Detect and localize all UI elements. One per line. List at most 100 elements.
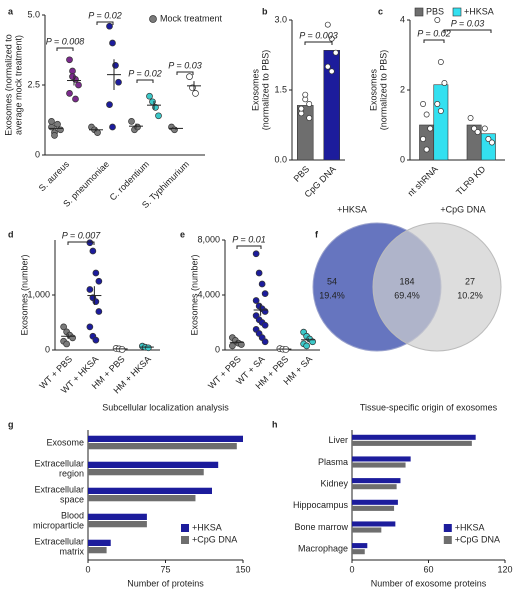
y-tick-label: 4,000 [197,289,220,299]
y-tick-label: 0 [400,154,405,164]
y-tick-label: 0.0 [274,154,287,164]
data-point [57,126,64,134]
data-point [261,290,269,297]
p-value: P = 0.008 [46,36,84,46]
bar [88,461,219,468]
x-tick-label: 150 [235,564,250,574]
y-tick-label: 3.0 [274,14,287,24]
y-tick-label: space [60,494,84,504]
p-value: P = 0.01 [232,234,265,244]
y-tick-label: 1,000 [27,289,50,299]
y-tick-label: Macrophage [298,544,348,554]
legend-swatch [443,524,452,532]
data-point [427,125,434,132]
p-value: P = 0.003 [299,30,337,40]
data-point [324,63,331,70]
legend-swatch [181,536,189,544]
y-tick-label: microparticle [33,520,84,530]
x-axis-label: Number of proteins [127,578,204,588]
y-tick-label: Extracellular [34,458,84,468]
significance-bracket [423,39,445,43]
panel-label: a [8,6,14,16]
y-tick-label: Extracellular [34,484,84,494]
bar [352,434,476,440]
bar [352,484,397,490]
region-count: 27 [465,276,475,286]
significance-bracket [443,29,492,33]
y-tick-label: Extracellular [34,536,84,546]
y-axis-label: Exosomes [368,68,378,111]
data-point [192,90,199,97]
bar [433,84,449,161]
data-point [115,78,122,86]
y-axis-label: (normalized to PBS) [378,50,388,131]
p-value: P = 0.02 [417,28,450,38]
y-tick-label: Bone marrow [294,522,348,532]
bar [88,539,111,546]
set-label: +CpG DNA [440,204,485,214]
bar [352,456,411,462]
data-point [485,136,492,142]
data-point [423,146,430,153]
legend-swatch [443,536,452,544]
legend-label: +CpG DNA [192,534,237,544]
significance-bracket [236,245,262,249]
data-point [258,280,266,288]
data-point [302,91,309,98]
set-label: +HKSA [337,204,367,214]
data-point [106,22,113,30]
y-tick-label: region [59,468,84,478]
x-tick-label: 120 [497,564,512,574]
p-value: P = 0.03 [168,60,201,70]
data-point [155,112,162,120]
data-point [238,341,245,348]
data-point [261,338,269,346]
data-point [72,95,79,103]
data-point [420,101,427,107]
data-point [324,21,331,28]
data-point [92,269,100,277]
data-point [89,247,97,255]
data-point [95,277,103,285]
region-percent: 69.4% [394,290,420,300]
x-tick-label: C. rodentium [108,159,152,203]
data-point [66,56,73,64]
data-point [420,136,427,142]
y-tick-label: 1.5 [274,84,287,94]
y-tick-label: Plasma [318,457,348,467]
bar [352,549,365,555]
panel-label: e [180,229,185,239]
data-point [423,111,430,118]
data-point [171,126,178,134]
data-point [75,81,82,89]
data-point [118,346,126,353]
legend-swatch [181,524,189,532]
x-tick-label: 0 [85,564,90,574]
p-value: P = 0.007 [62,230,101,240]
y-tick-label: Hippocampus [293,500,349,510]
y-tick-label: 2.5 [27,79,40,89]
legend-label: +HKSA [192,522,222,532]
data-point [488,139,495,146]
y-tick-label: 2 [400,84,405,94]
data-point [94,129,101,136]
data-point [95,308,103,315]
y-axis-label: Exosomes (normalized to [3,34,13,136]
bar [352,527,382,533]
y-tick-label: 0 [45,344,50,354]
significance-bracket [56,47,74,51]
y-tick-label: Kidney [320,479,348,489]
legend-label: +CpG DNA [455,534,500,544]
x-tick-label: PBS [292,164,312,184]
data-point [434,101,441,107]
chart-title: Subcellular localization analysis [102,402,229,412]
y-tick-label: matrix [60,546,85,556]
x-tick-label: nt shRNA [406,164,440,198]
bar [88,513,147,520]
venn-set [372,222,502,352]
significance-bracket [136,79,154,83]
data-point [54,120,61,128]
data-point [149,98,156,106]
y-tick-label: 0 [35,149,40,159]
bar [88,435,243,442]
